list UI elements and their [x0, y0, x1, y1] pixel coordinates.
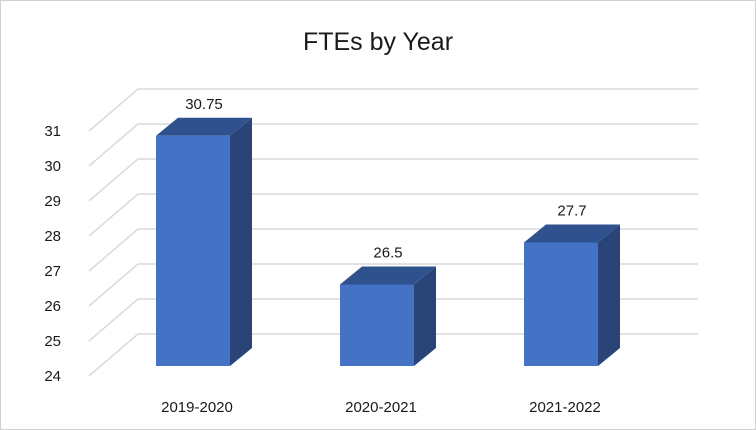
x-category-label: 2021-2022	[529, 399, 601, 416]
y-tick-label: 30	[44, 158, 61, 175]
y-axis-ticks: 24 25 26 27 28 29 30 31	[44, 123, 61, 385]
gridline-depth-31	[88, 88, 139, 132]
gridline-depth-26	[88, 263, 139, 307]
bar-top	[340, 266, 436, 285]
y-tick-label: 25	[44, 333, 61, 350]
gridline-depth-30	[88, 123, 139, 167]
y-tick-label: 24	[44, 368, 61, 385]
data-labels: 30.75 26.5 27.7	[185, 96, 586, 262]
y-tick-label: 28	[44, 228, 61, 245]
y-tick-label: 31	[44, 123, 61, 140]
bar-2021-2022	[524, 224, 620, 366]
gridline-depth-25	[88, 298, 139, 342]
x-category-label: 2020-2021	[345, 399, 417, 416]
y-tick-label: 29	[44, 193, 61, 210]
bar-2019-2020	[156, 117, 252, 366]
bar-side	[414, 266, 436, 366]
data-label: 26.5	[373, 245, 402, 262]
bar-front	[156, 135, 230, 366]
gridline-depth-29	[88, 158, 139, 202]
bar-top	[524, 224, 620, 243]
bar-front	[524, 242, 598, 366]
x-category-label: 2019-2020	[161, 399, 233, 416]
bar-2020-2021	[340, 266, 436, 366]
y-tick-label: 27	[44, 263, 61, 280]
bar-side	[230, 117, 252, 366]
bar-side	[598, 224, 620, 366]
gridline-depth-27	[88, 228, 139, 272]
y-tick-label: 26	[44, 298, 61, 315]
data-label: 27.7	[557, 203, 586, 220]
gridline-depth-28	[88, 193, 139, 237]
bars	[156, 117, 620, 366]
chart-title: FTEs by Year	[303, 28, 453, 56]
bar-top	[156, 117, 252, 136]
x-axis-categories: 2019-2020 2020-2021 2021-2022	[161, 399, 601, 416]
data-label: 30.75	[185, 96, 223, 113]
bar-front	[340, 284, 414, 366]
gridline-depth-24	[88, 333, 139, 377]
